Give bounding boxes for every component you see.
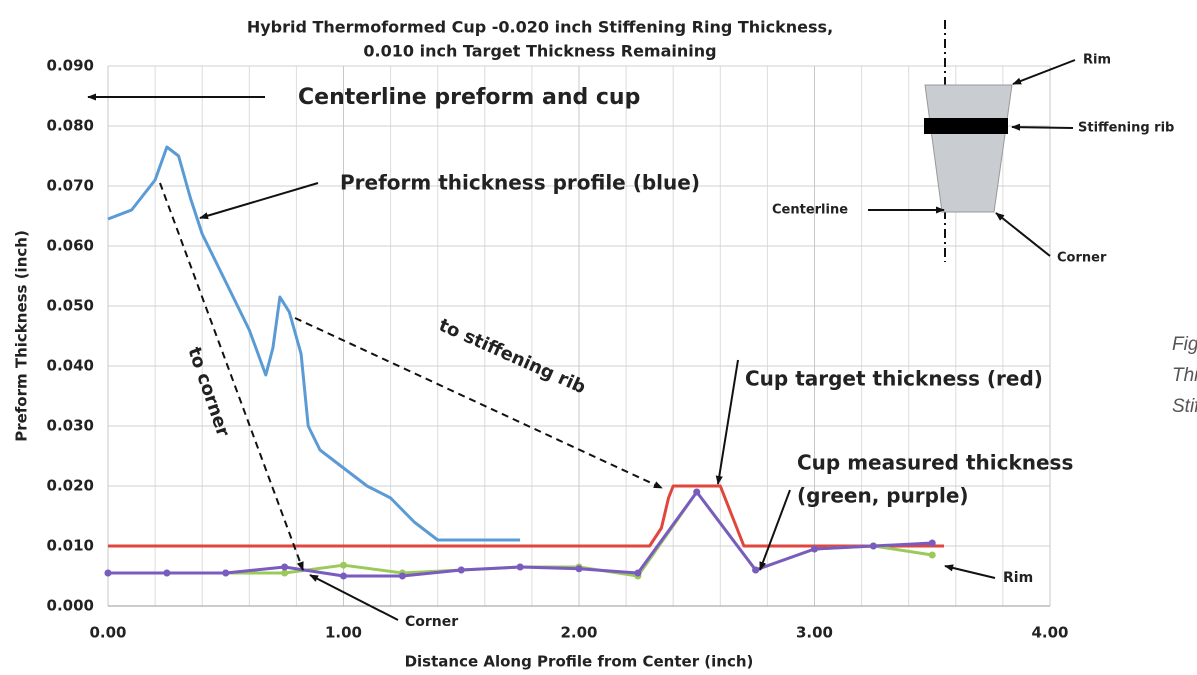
annotation: Centerline [772, 203, 848, 218]
y-tick-label: 0.060 [47, 237, 94, 255]
caption: Thic [1172, 365, 1197, 386]
point [575, 565, 583, 573]
point [457, 566, 465, 574]
point [281, 563, 289, 571]
dashed-arrow [294, 317, 663, 489]
y-axis-label: Preform Thickness (inch) [13, 230, 31, 442]
point [222, 569, 230, 577]
point [869, 542, 877, 550]
point [398, 572, 406, 580]
grid [107, 65, 1051, 607]
annotation: Stiffening rib [1078, 121, 1174, 136]
stiffening-rib [924, 118, 1008, 134]
point [104, 569, 112, 577]
x-tick-label: 3.00 [796, 624, 833, 642]
annotation: to stiffening rib [436, 315, 589, 399]
y-tick-label: 0.080 [47, 117, 94, 135]
arrow [715, 359, 739, 485]
x-axis-label: Distance Along Profile from Center (inch… [405, 653, 754, 671]
y-tick-label: 0.020 [47, 477, 94, 495]
y-tick-label: 0.000 [47, 597, 94, 615]
annotation: Cup target thickness (red) [745, 367, 1043, 391]
cup-shape [924, 84, 1013, 213]
arrow [944, 564, 996, 579]
annotation: Corner [405, 614, 458, 630]
annotation: Rim [1083, 53, 1111, 68]
point [281, 569, 289, 577]
point [516, 563, 524, 571]
point [811, 545, 818, 553]
point [693, 488, 701, 496]
chart-title: 0.010 inch Target Thickness Remaining [363, 42, 716, 61]
annotation: Preform thickness profile (blue) [340, 171, 700, 195]
annotation: to corner [183, 344, 233, 439]
chart-title: Hybrid Thermoformed Cup -0.020 inch Stif… [247, 18, 833, 37]
arrow [1011, 123, 1074, 131]
point [928, 539, 936, 547]
point [340, 572, 347, 580]
y-tick-label: 0.070 [47, 177, 94, 195]
y-tick-label: 0.010 [47, 537, 94, 555]
annotation: Rim [1003, 570, 1033, 586]
annotation: Cup measured thickness [797, 451, 1073, 475]
arrow [199, 182, 319, 220]
caption: Figu [1172, 334, 1197, 355]
y-tick-label: 0.040 [47, 357, 94, 375]
y-tick-label: 0.030 [47, 417, 94, 435]
series-line [108, 484, 944, 548]
caption: Stiffe [1172, 396, 1197, 417]
series-line [107, 145, 521, 542]
point [928, 551, 936, 559]
annotation: Centerline preform and cup [298, 85, 640, 110]
annotations [87, 93, 996, 621]
arrow [759, 489, 791, 571]
arrow [1012, 59, 1076, 85]
y-tick-label: 0.090 [47, 57, 94, 75]
dashed-arrow [159, 182, 304, 571]
annotation: (green, purple) [797, 484, 969, 508]
x-tick-label: 4.00 [1031, 624, 1068, 642]
x-tick-label: 2.00 [560, 624, 597, 642]
x-tick-label: 0.00 [89, 624, 126, 642]
x-tick-label: 1.00 [325, 624, 362, 642]
arrow [309, 574, 399, 621]
cup-diagram: Rim Stiffening rib Centerline Corner [772, 20, 1174, 266]
plot [104, 145, 944, 580]
annotation: Corner [1057, 251, 1107, 266]
arrow [995, 212, 1051, 257]
point [634, 569, 642, 577]
point [752, 566, 760, 574]
point [163, 569, 171, 577]
point [340, 561, 347, 569]
y-tick-label: 0.050 [47, 297, 94, 315]
